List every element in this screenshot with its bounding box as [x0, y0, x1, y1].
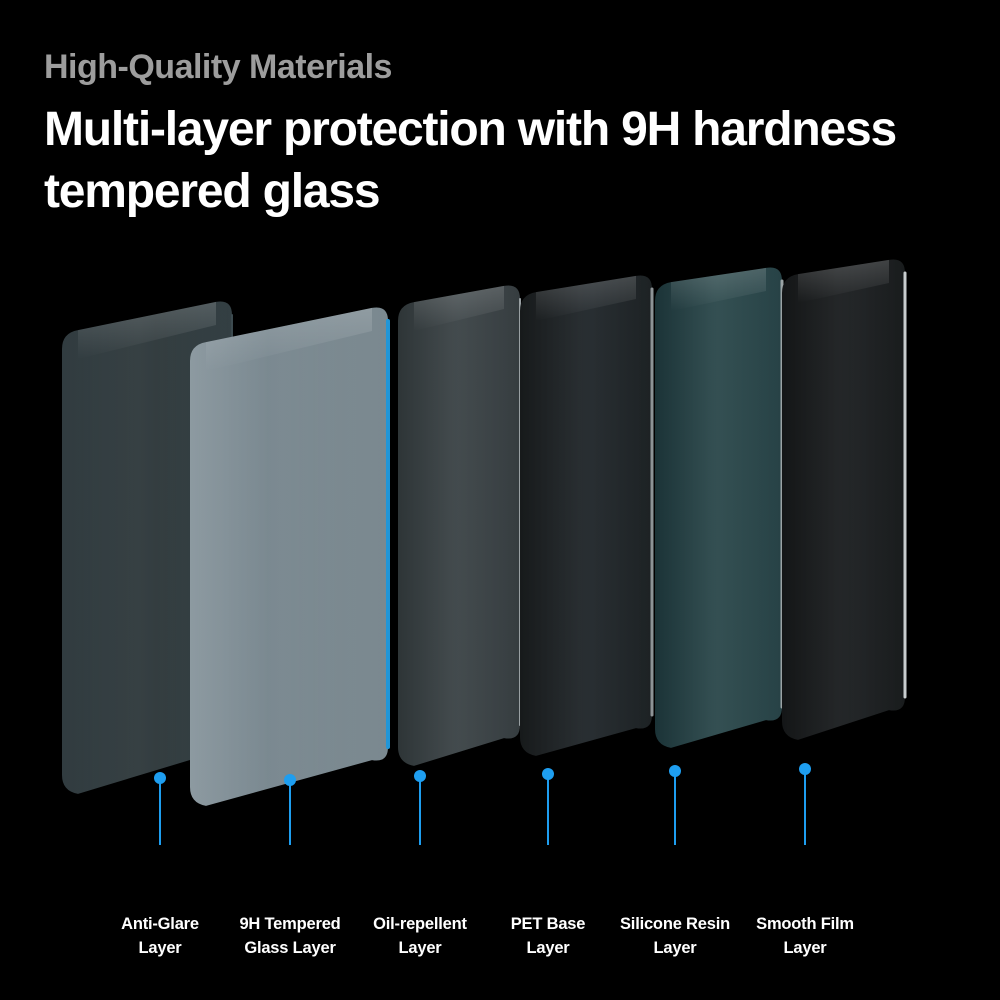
layer-connector-5: [799, 763, 811, 845]
layer-label-2: Oil-repellent Layer: [340, 912, 500, 961]
layer-pane-sheen: [62, 301, 232, 794]
layer-label-line1: Oil-repellent: [373, 915, 467, 933]
layer-label-line2: Glass Layer: [244, 939, 336, 958]
layer-pane-1: [190, 307, 390, 806]
layer-label-line1: PET Base: [510, 915, 586, 933]
layer-label-0: Anti-Glare Layer: [80, 912, 240, 961]
layer-pane-sheen: [655, 267, 782, 748]
layer-pane-sheen: [190, 307, 388, 806]
layer-connector-3: [542, 768, 554, 845]
layer-pane-4: [655, 267, 784, 748]
layer-pane-bevel: [798, 259, 889, 303]
connector-dot: [154, 772, 166, 784]
layer-label-4: Silicone Resin Layer: [595, 912, 755, 961]
layer-connector-2: [414, 770, 426, 845]
layer-pane-sheen: [520, 275, 652, 756]
layer-label-line1: Anti-Glare: [121, 915, 199, 933]
layer-label-line2: Layer: [783, 939, 827, 958]
layer-pane-bevel: [536, 275, 636, 321]
layer-connector-1: [284, 774, 296, 845]
layer-connector-4: [669, 765, 681, 845]
layer-label-5: Smooth Film Layer: [725, 912, 885, 961]
layer-label-1: 9H Tempered Glass Layer: [210, 912, 370, 961]
layer-pane-3: [520, 275, 654, 756]
exploded-layer-diagram: [0, 255, 1000, 845]
connector-dot: [414, 770, 426, 782]
layer-label-line1: Silicone Resin: [620, 915, 730, 933]
layer-stack-svg: [62, 259, 907, 845]
heading-block: High-Quality Materials Multi-layer prote…: [44, 48, 944, 224]
eyebrow-text: High-Quality Materials: [44, 48, 392, 86]
connector-dot: [669, 765, 681, 777]
layer-connector-0: [154, 772, 166, 845]
layer-pane-bevel: [671, 267, 766, 311]
connector-dot: [799, 763, 811, 775]
page-title: Multi-layer protection with 9H hardness …: [44, 103, 897, 219]
layer-pane-sheen: [398, 285, 520, 766]
layer-label-line2: Layer: [138, 939, 182, 958]
layer-pane-bevel: [206, 307, 372, 371]
layer-label-line2: Layer: [398, 939, 442, 958]
connector-dot: [284, 774, 296, 786]
layer-callout-labels: Anti-Glare Layer 9H Tempered Glass Layer Oil…: [0, 912, 1000, 992]
layer-label-line2: Layer: [653, 939, 697, 958]
layer-pane-bevel: [78, 301, 216, 359]
layer-pane-2: [398, 285, 521, 766]
layer-label-line1: Smooth Film: [756, 915, 854, 933]
layer-pane-5: [782, 259, 907, 740]
layer-label-line1: 9H Tempered: [239, 915, 341, 933]
layer-pane-bevel: [414, 285, 504, 331]
layer-label-3: PET Base Layer: [468, 912, 628, 961]
layer-label-line2: Layer: [526, 939, 570, 958]
layer-pane-sheen: [782, 259, 905, 740]
connector-dot: [542, 768, 554, 780]
